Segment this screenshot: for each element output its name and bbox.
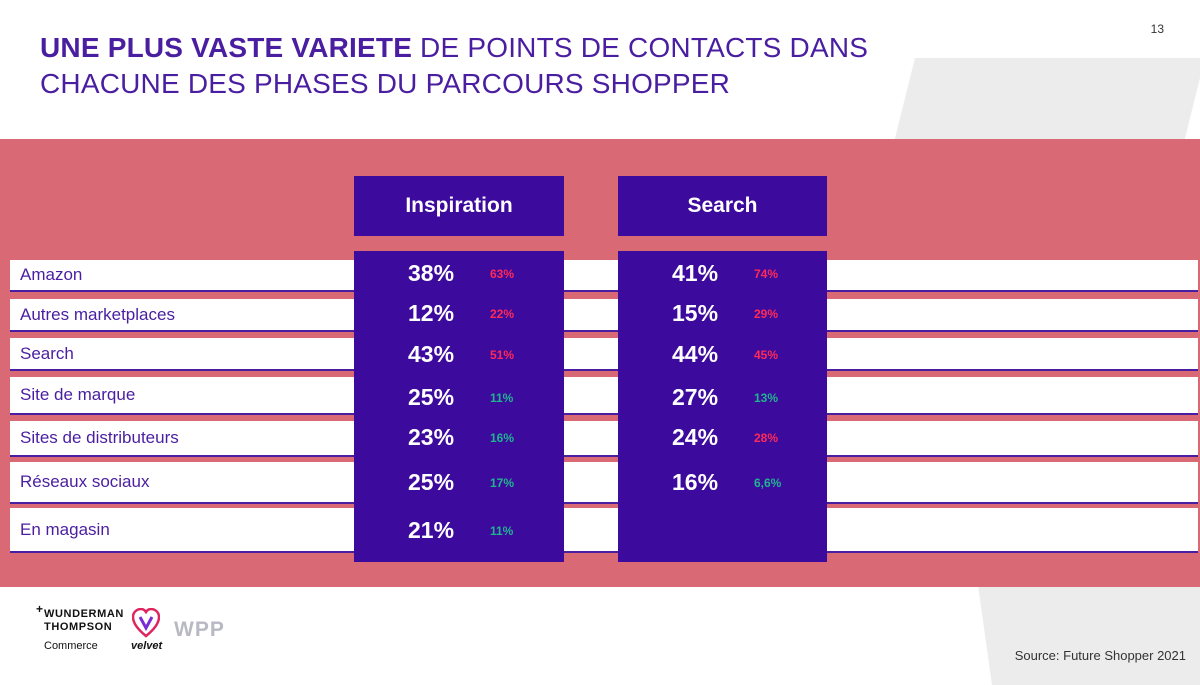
title-bold: UNE PLUS VASTE VARIETE [40, 32, 413, 63]
title-rest-line1: DE POINTS DE CONTACTS DANS [412, 32, 869, 63]
inspiration-value: 12% [408, 300, 455, 326]
inspiration-delta: 63% [490, 267, 515, 281]
search-value: 15% [672, 300, 719, 326]
inspiration-delta: 16% [490, 431, 515, 445]
inspiration-value: 43% [408, 341, 455, 367]
background-shape-bottom [977, 585, 1200, 685]
phase-header-search: Search [618, 176, 827, 236]
table-row: Site de marque [10, 377, 1198, 415]
row-label: Sites de distributeurs [20, 428, 179, 447]
search-delta: 6,6% [754, 476, 782, 490]
row-label: Site de marque [20, 385, 136, 404]
row-label: En magasin [20, 519, 110, 539]
inspiration-value: 38% [408, 260, 455, 286]
table-row: Search [10, 338, 1198, 371]
inspiration-delta: 51% [490, 348, 515, 362]
inspiration-value: 25% [408, 469, 455, 495]
wunderman-thompson-logo: WUNDERMAN THOMPSON [44, 608, 124, 634]
search-delta: 13% [754, 391, 779, 405]
inspiration-value: 21% [408, 517, 455, 543]
inspiration-delta: 17% [490, 476, 515, 490]
inspiration-value: 23% [408, 424, 455, 450]
logo-line2: THOMPSON [44, 621, 113, 633]
table-row: En magasin [10, 508, 1198, 553]
inspiration-value: 25% [408, 384, 455, 410]
velvet-heart-icon [132, 608, 160, 638]
logos: + WUNDERMAN THOMPSON Commerce velvet WPP [36, 602, 256, 662]
search-value: 27% [672, 384, 719, 410]
velvet-logo-text: velvet [131, 640, 163, 652]
inspiration-delta: 22% [490, 307, 515, 321]
search-value: 16% [672, 469, 719, 495]
logo-line1: WUNDERMAN [44, 608, 124, 620]
source-note: Source: Future Shopper 2021 [1014, 648, 1186, 663]
search-value: 24% [672, 424, 719, 450]
table-row: Autres marketplaces [10, 299, 1198, 332]
row-label: Autres marketplaces [20, 304, 175, 324]
phase-header-inspiration: Inspiration [354, 176, 564, 236]
row-label: Search [20, 343, 74, 363]
search-delta: 74% [754, 267, 779, 281]
search-delta: 28% [754, 431, 779, 445]
table-row: Amazon [10, 260, 1198, 292]
inspiration-delta: 11% [490, 391, 514, 405]
search-value: 41% [672, 260, 719, 286]
title-line2: CHACUNE DES PHASES DU PARCOURS SHOPPER [40, 68, 731, 99]
wpp-logo: WPP [174, 618, 225, 641]
plus-icon: + [36, 602, 44, 616]
page-number: 13 [1150, 22, 1164, 36]
background-shape-top [892, 58, 1200, 148]
page-title: UNE PLUS VASTE VARIETE DE POINTS DE CONT… [40, 30, 868, 102]
row-label: Amazon [20, 265, 83, 284]
phase-column-inspiration [354, 251, 564, 562]
search-delta: 29% [754, 307, 779, 321]
row-label: Réseaux sociaux [20, 472, 150, 491]
inspiration-delta: 11% [490, 524, 514, 538]
search-value: 44% [672, 341, 719, 367]
search-delta: 45% [754, 348, 779, 362]
table-row: Réseaux sociaux [10, 462, 1198, 504]
table-row: Sites de distributeurs [10, 421, 1198, 457]
logo-commerce: Commerce [44, 640, 98, 652]
phase-column-search [618, 251, 827, 562]
